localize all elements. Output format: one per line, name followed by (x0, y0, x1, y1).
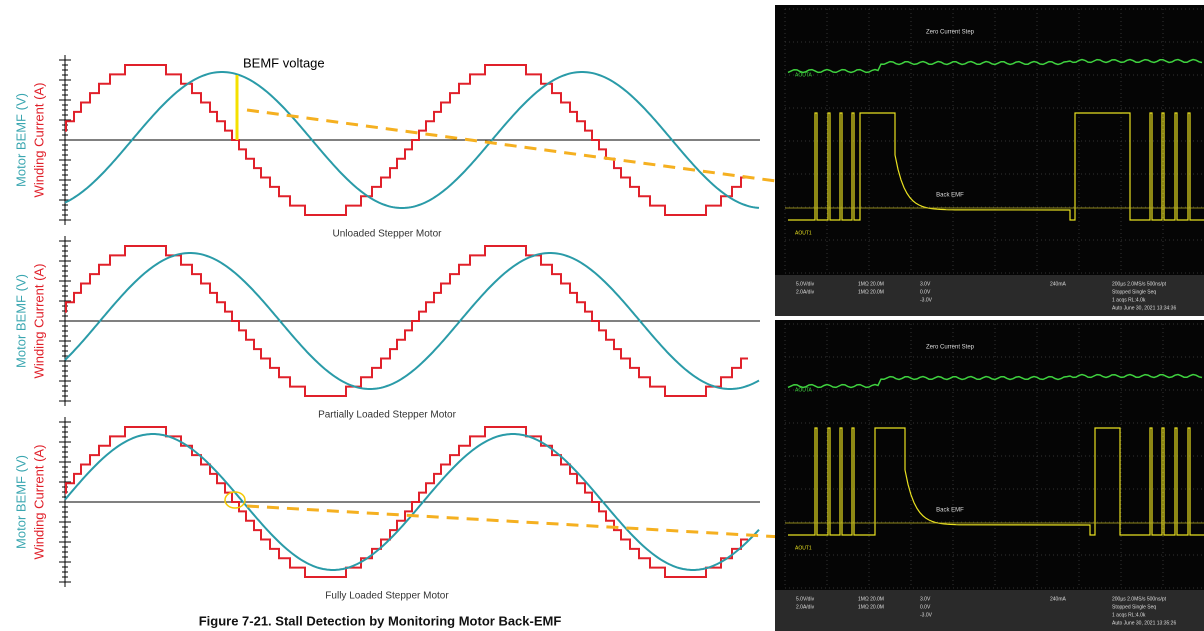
top-trace-label: Zero Current Step (926, 30, 975, 36)
current-label: Winding Current (A) (31, 264, 46, 379)
bemf-label: Motor BEMF (V) (13, 274, 28, 368)
scope-screen (775, 320, 1204, 631)
level: 0.0V (920, 289, 931, 295)
acquisition-status: Stopped Single Seq (1112, 289, 1156, 295)
acquisition-status: 1 acqs RL:4.0k (1112, 297, 1146, 303)
panel-caption: Fully Loaded Stepper Motor (325, 591, 449, 602)
level: 3.0V (920, 596, 931, 602)
channel-a: AOUTA (795, 72, 813, 78)
bemf-label: Motor BEMF (V) (13, 455, 28, 549)
acquisition-status: 1 acqs RL:4.0k (1112, 612, 1146, 618)
channel-scale: 5.0V/div (796, 596, 815, 602)
trigger: 240mA (1050, 281, 1067, 287)
figure: BEMF voltage Figure 7-21. Stall Detectio… (0, 0, 1204, 631)
level: 0.0V (920, 604, 931, 610)
panel-caption: Unloaded Stepper Motor (333, 229, 443, 240)
panel-caption: Partially Loaded Stepper Motor (318, 410, 457, 421)
channel-scale: 2.0A/div (796, 604, 815, 610)
channel-input: 1MΩ 20.0M (858, 289, 884, 295)
current-label: Winding Current (A) (31, 83, 46, 198)
scope-screen (775, 5, 1204, 316)
channel-input: 1MΩ 20.0M (858, 281, 884, 287)
channel-scale: 5.0V/div (796, 281, 815, 287)
acquisition-status: 200µs 2.0MS/s 500ns/pt (1112, 281, 1167, 287)
level: -3.0V (920, 297, 933, 303)
bottom-trace-label: Back EMF (936, 508, 964, 514)
channel-input: 1MΩ 20.0M (858, 596, 884, 602)
acquisition-status: Auto June 30, 2021 13:35:26 (1112, 620, 1176, 626)
channel-b: AOUT1 (795, 545, 812, 551)
channel-scale: 2.0A/div (796, 289, 815, 295)
level: 3.0V (920, 281, 931, 287)
channel-a: AOUTA (795, 387, 813, 393)
annotation: BEMF voltage (243, 55, 325, 70)
acquisition-status: 200µs 2.0MS/s 500ns/pt (1112, 596, 1167, 602)
channel-input: 1MΩ 20.0M (858, 604, 884, 610)
level: -3.0V (920, 612, 933, 618)
trigger: 240mA (1050, 596, 1067, 602)
channel-b: AOUT1 (795, 230, 812, 236)
top-trace-label: Zero Current Step (926, 345, 975, 351)
acquisition-status: Stopped Single Seq (1112, 604, 1156, 610)
figure-caption: Figure 7-21. Stall Detection by Monitori… (199, 613, 562, 628)
acquisition-status: Auto June 30, 2021 13:34:36 (1112, 305, 1176, 311)
bemf-label: Motor BEMF (V) (13, 93, 28, 187)
current-label: Winding Current (A) (31, 445, 46, 560)
bottom-trace-label: Back EMF (936, 193, 964, 199)
